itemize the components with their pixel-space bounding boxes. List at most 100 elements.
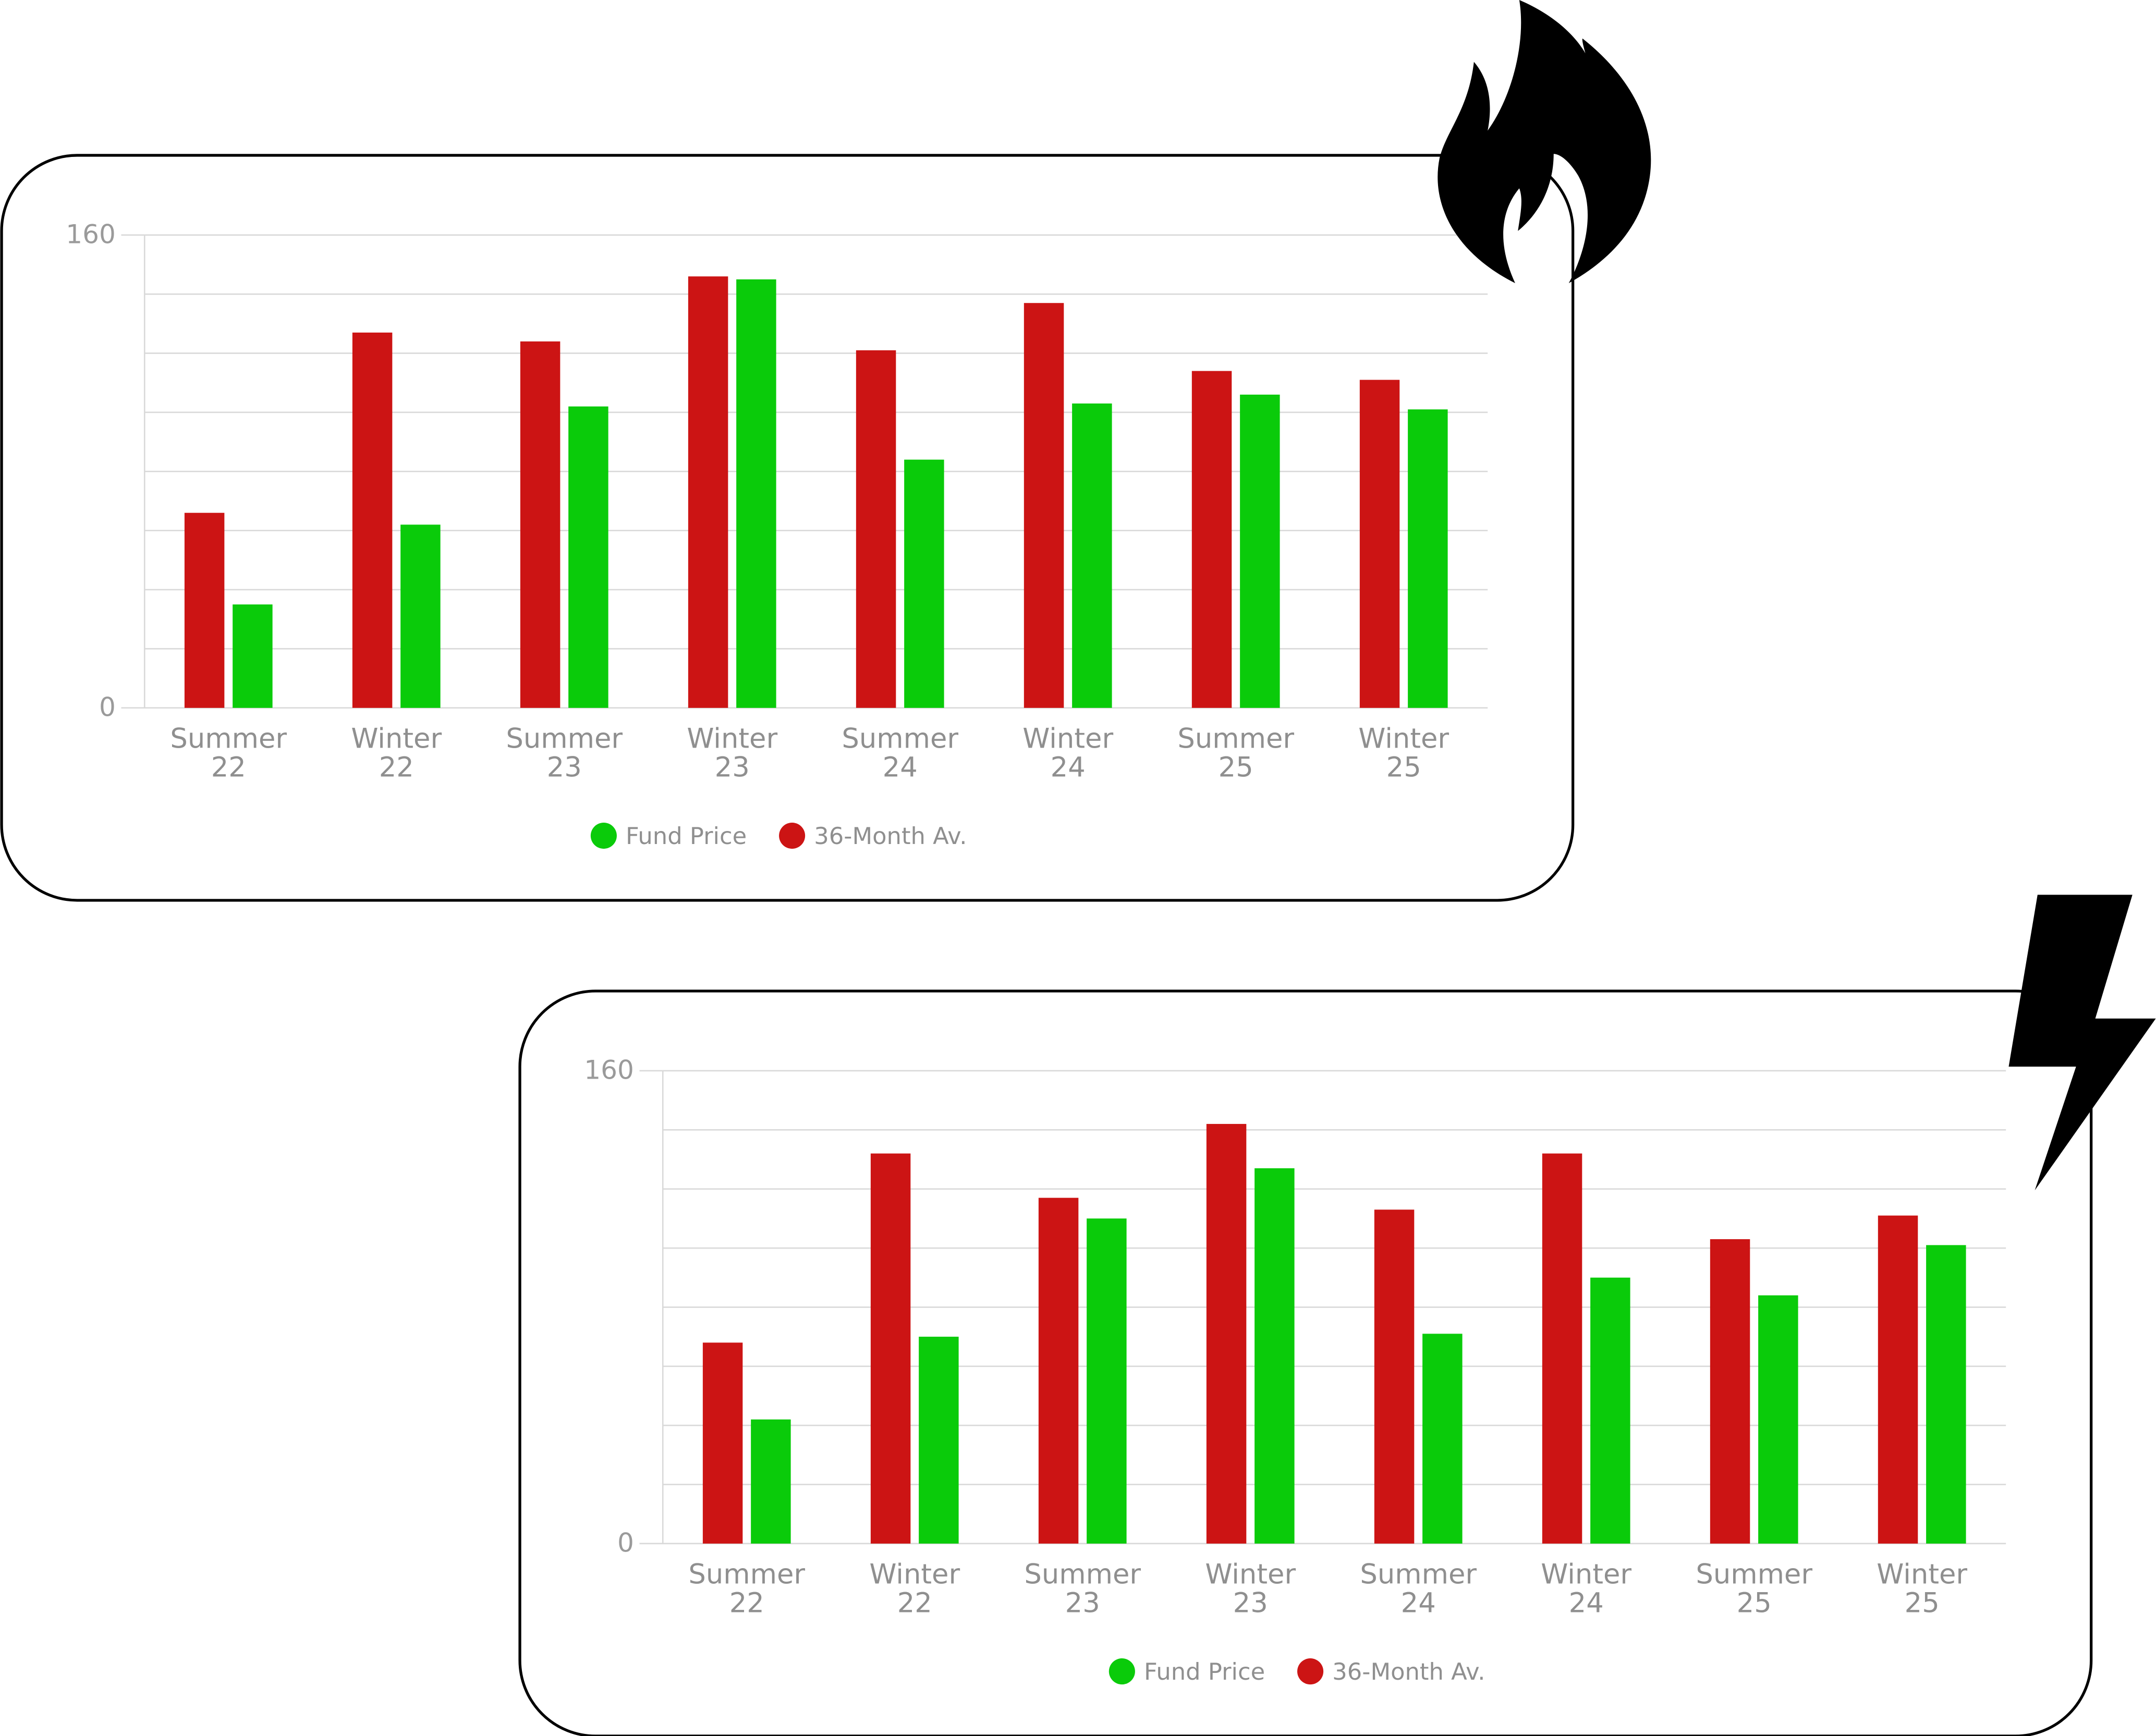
x-tick-label: Winter 23 [1205, 1558, 1296, 1619]
x-tick-label: Summer 24 [1360, 1558, 1477, 1619]
bar-36-month-av [688, 276, 728, 708]
x-tick-label-line: Summer [1177, 723, 1294, 754]
bar-fund-price [1072, 403, 1112, 708]
x-tick-label-line: 25 [1386, 752, 1421, 784]
legend: Fund Price 36-Month Av. [590, 822, 967, 850]
x-tick-label-line: Summer [842, 723, 958, 754]
bar-36-month-av [184, 512, 225, 708]
chart-frame [518, 989, 2093, 1736]
y-tick-label: 160 [66, 219, 116, 250]
x-tick-label-line: Winter [1877, 1558, 1967, 1590]
x-tick-label-line: 22 [897, 1587, 932, 1619]
x-tick-label: Winter 22 [351, 723, 442, 783]
bar-fund-price [1758, 1295, 1798, 1544]
bar-36-month-av [1206, 1123, 1247, 1544]
x-tick-label: Winter 25 [1877, 1558, 1967, 1619]
legend: Fund Price 36-Month Av. [1109, 1658, 1485, 1685]
bar-fund-price [233, 604, 273, 708]
x-tick-label-line: 22 [211, 752, 246, 784]
x-tick-label-line: 24 [1569, 1587, 1604, 1619]
bar-36-month-av [1710, 1239, 1750, 1544]
x-tick-label-line: 22 [379, 752, 414, 784]
fire-icon [1438, 0, 1651, 284]
bar-36-month-av [1878, 1215, 1918, 1544]
bar-fund-price [904, 459, 944, 708]
x-tick-label: Summer 25 [1177, 723, 1294, 783]
x-tick-label-line: 23 [715, 752, 750, 784]
bar-fund-price [1926, 1245, 1966, 1544]
x-tick-label-line: Winter [869, 1558, 960, 1590]
x-tick-label-line: Summer [688, 1558, 805, 1590]
legend-marker [590, 822, 617, 849]
y-tick-label: 0 [99, 692, 116, 723]
x-tick-label-line: Summer [506, 723, 623, 754]
x-tick-label: Summer 25 [1696, 1558, 1812, 1619]
x-tick-label: Summer 22 [688, 1558, 805, 1619]
x-tick-label-line: 25 [1737, 1587, 1772, 1619]
x-tick-label: Summer 24 [842, 723, 958, 783]
x-tick-label: Summer 22 [170, 723, 287, 783]
bar-36-month-av [352, 332, 393, 708]
y-tick-label: 160 [584, 1055, 634, 1085]
bar-fund-price [1254, 1168, 1295, 1544]
y-tick-label: 0 [617, 1528, 634, 1558]
x-tick-label-line: 25 [1219, 752, 1253, 784]
bar-fund-price [1240, 394, 1280, 708]
bar-fund-price [1408, 409, 1448, 708]
x-tick-label: Summer 23 [506, 723, 623, 783]
bar-36-month-av [870, 1153, 911, 1544]
x-tick-label: Winter 24 [1541, 1558, 1631, 1619]
x-tick-label-line: 24 [1401, 1587, 1436, 1619]
x-tick-label-line: Winter [351, 723, 442, 754]
x-tick-label-line: 23 [1065, 1587, 1100, 1619]
x-tick-label-line: Winter [1205, 1558, 1296, 1590]
legend-label: 36-Month Av. [1332, 1658, 1485, 1685]
bar-36-month-av [1024, 303, 1064, 708]
x-tick-label: Winter 23 [687, 723, 777, 783]
x-tick-label-line: 23 [547, 752, 582, 784]
legend-marker [1297, 1658, 1324, 1685]
x-tick-label-line: Summer [1696, 1558, 1812, 1590]
x-tick-label-line: 23 [1233, 1587, 1268, 1619]
bar-fund-price [1087, 1218, 1127, 1544]
bar-fund-price [1422, 1334, 1463, 1544]
bar-fund-price [736, 279, 776, 708]
x-tick-label: Winter 25 [1358, 723, 1449, 783]
bar-36-month-av [1038, 1197, 1079, 1544]
bar-36-month-av [1542, 1153, 1582, 1544]
bar-36-month-av [856, 350, 896, 708]
x-tick-label-line: Winter [687, 723, 777, 754]
x-tick-label-line: Winter [1358, 723, 1449, 754]
bar-36-month-av [702, 1342, 743, 1544]
x-tick-label-line: Summer [1360, 1558, 1477, 1590]
x-tick-label: Winter 24 [1022, 723, 1113, 783]
bar-fund-price [751, 1419, 791, 1544]
lightning-bolt-icon [2008, 895, 2156, 1191]
x-tick-label-line: Winter [1022, 723, 1113, 754]
x-tick-label-line: 25 [1905, 1587, 1940, 1619]
chart-frame [0, 154, 1575, 902]
x-tick-label-line: 24 [883, 752, 918, 784]
bar-fund-price [919, 1337, 959, 1544]
bar-36-month-av [1374, 1209, 1415, 1544]
bar-fund-price [1590, 1277, 1630, 1544]
x-tick-label: Summer 23 [1024, 1558, 1141, 1619]
x-tick-label-line: Summer [1024, 1558, 1141, 1590]
legend-label: Fund Price [1144, 1658, 1265, 1685]
legend-marker [779, 822, 806, 849]
x-tick-label-line: 24 [1051, 752, 1086, 784]
x-tick-label-line: 22 [729, 1587, 764, 1619]
legend-label: Fund Price [626, 822, 747, 850]
bar-36-month-av [1359, 380, 1400, 708]
bar-fund-price [400, 524, 441, 708]
bar-36-month-av [1191, 371, 1232, 708]
bar-fund-price [568, 406, 608, 708]
x-tick-label-line: Winter [1541, 1558, 1631, 1590]
bar-36-month-av [520, 341, 561, 708]
x-tick-label: Winter 22 [869, 1558, 960, 1619]
legend-label: 36-Month Av. [814, 822, 967, 850]
legend-marker [1109, 1658, 1135, 1685]
x-tick-label-line: Summer [170, 723, 287, 754]
